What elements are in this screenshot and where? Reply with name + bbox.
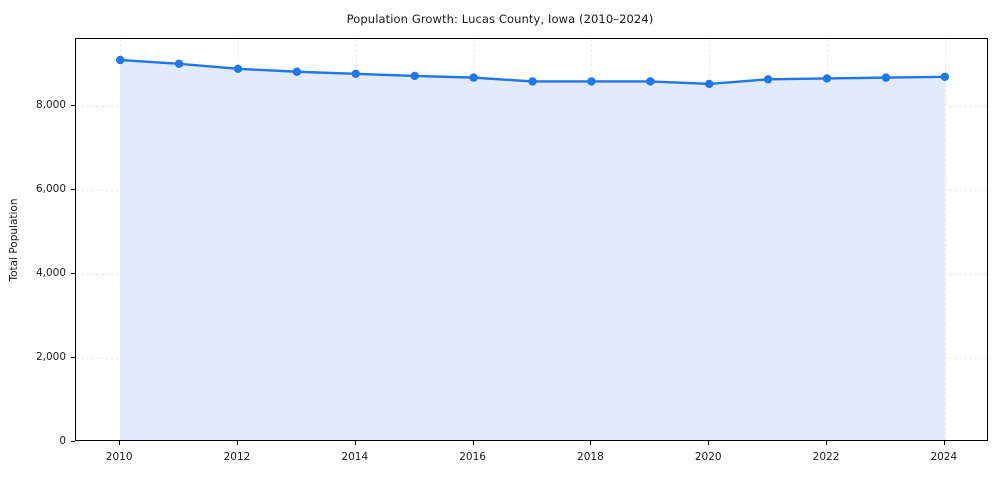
y-tick-label: 8,000 — [35, 99, 66, 112]
x-tick-mark — [472, 441, 474, 445]
area-fill — [76, 39, 987, 440]
data-point-marker — [469, 73, 478, 82]
y-tick-label: 4,000 — [35, 267, 66, 280]
data-point-marker — [881, 73, 891, 82]
x-tick-mark — [236, 441, 238, 445]
x-tick-label: 2016 — [459, 451, 486, 463]
data-point-marker — [410, 71, 419, 81]
x-tick-mark — [708, 441, 710, 445]
data-point-marker — [822, 74, 832, 83]
x-tick-mark — [826, 441, 828, 445]
x-tick-label: 2012 — [223, 451, 251, 463]
y-tick-label: 6,000 — [35, 183, 66, 196]
data-point-marker — [174, 59, 184, 68]
data-point-marker — [646, 77, 655, 86]
x-tick-mark — [119, 441, 121, 445]
y-tick-label: 2,000 — [35, 351, 66, 364]
gridline-vertical — [944, 39, 947, 440]
data-point-marker — [292, 67, 302, 76]
data-point-marker — [705, 79, 714, 89]
plot-area — [75, 38, 988, 441]
x-tick-label: 2018 — [577, 451, 604, 463]
area-fill-polygon — [120, 59, 945, 440]
data-point-marker — [351, 69, 360, 79]
x-tick-label: 2010 — [105, 451, 133, 463]
y-tick-mark — [71, 273, 75, 275]
x-tick-label: 2024 — [930, 451, 958, 463]
data-point-marker — [233, 64, 243, 74]
x-tick-label: 2020 — [694, 451, 722, 463]
line-series — [76, 39, 987, 440]
y-tick-label: 0 — [59, 435, 66, 447]
data-point-marker — [528, 77, 537, 86]
data-point-marker — [940, 72, 950, 81]
chart-title: Population Growth: Lucas County, Iowa (2… — [346, 12, 654, 26]
y-tick-mark — [71, 441, 75, 442]
y-tick-mark — [71, 357, 75, 359]
data-point-marker — [763, 75, 773, 84]
x-tick-mark — [354, 441, 356, 445]
x-tick-mark — [943, 441, 945, 445]
data-point-marker — [587, 77, 596, 86]
x-tick-mark — [590, 441, 592, 445]
x-tick-label: 2014 — [341, 451, 369, 463]
y-tick-mark — [71, 189, 75, 191]
x-tick-label: 2022 — [812, 451, 840, 463]
data-point-marker — [115, 55, 125, 65]
y-tick-mark — [71, 105, 75, 107]
